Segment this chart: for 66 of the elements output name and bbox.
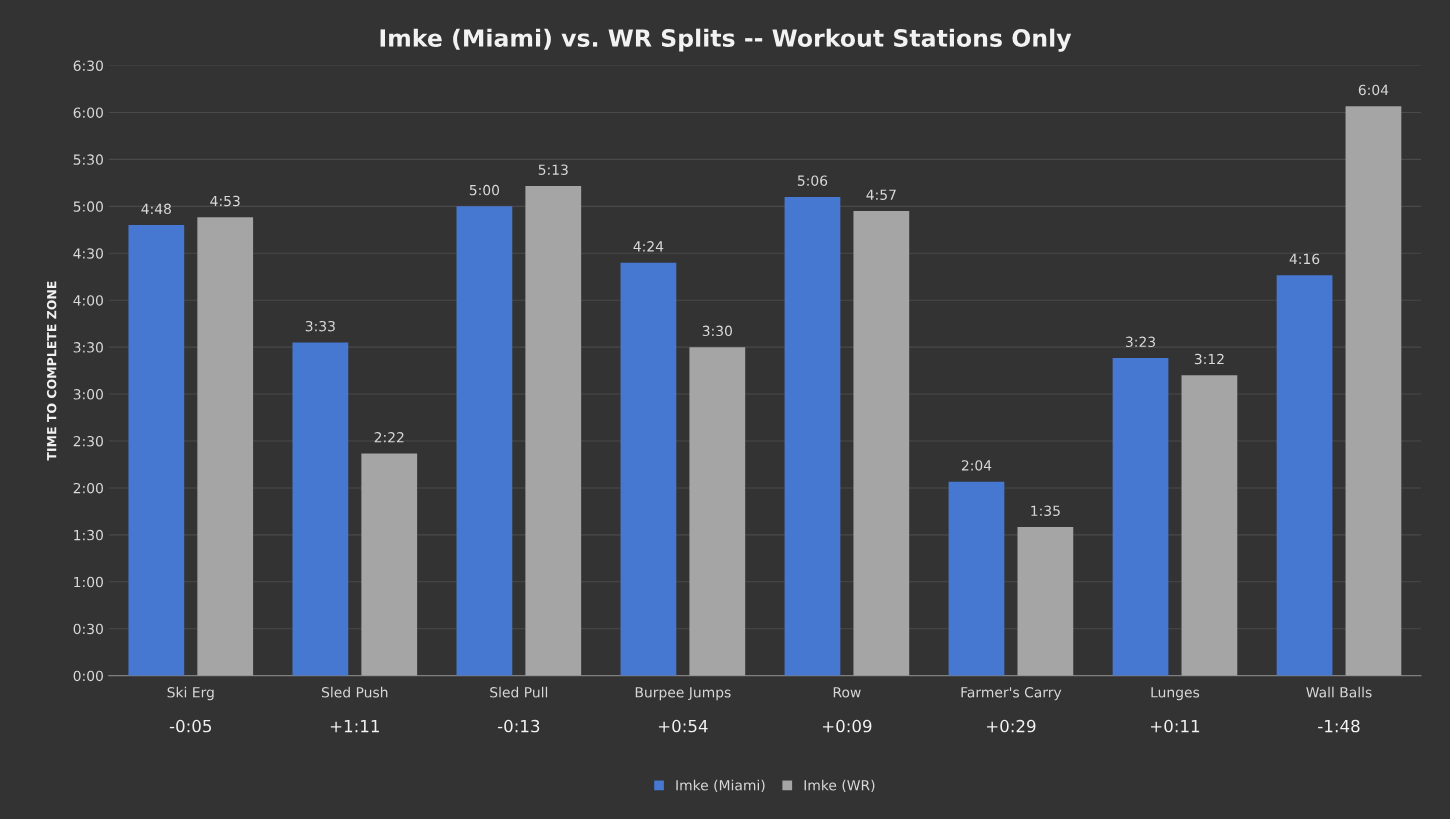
text: +0:29: [986, 719, 1036, 733]
bar: [1181, 375, 1238, 676]
data-label: 4:57: [866, 189, 896, 200]
legend-label: Imke (Miami): [676, 779, 765, 793]
y-tick-label: 6:30: [73, 60, 103, 71]
bar: [128, 225, 185, 676]
x-tick-label: Wall Balls: [1306, 686, 1372, 698]
data-label: 2:04: [961, 460, 992, 471]
data-label: 4:24: [633, 241, 664, 252]
y-tick-label: 3:30: [73, 342, 103, 353]
data-label: 5:00: [469, 184, 500, 196]
y-tick-label: 1:30: [74, 529, 103, 541]
bar: [1112, 358, 1169, 676]
bar: [525, 185, 582, 676]
data-label: 3:12: [1194, 353, 1224, 365]
y-tick-label: 4:30: [73, 248, 103, 259]
bar: [948, 481, 1005, 676]
bar: [1017, 527, 1074, 676]
chart-title: Imke (Miami) vs. WR Splits -- Workout Stations Only: [380, 28, 1072, 52]
text: +0:09: [822, 719, 872, 733]
y-tick-label: 0:00: [73, 670, 103, 682]
text: +1:11: [330, 719, 379, 733]
text: +0:54: [658, 719, 708, 733]
bar: [292, 342, 349, 676]
bar: [689, 347, 746, 676]
bar: [853, 211, 910, 676]
text: -0:05: [169, 719, 212, 733]
bar: [197, 217, 254, 676]
data-label: 5:13: [538, 164, 568, 175]
x-tick-label: Sled Push: [322, 686, 388, 698]
bar: [1345, 106, 1402, 676]
x-tick-label: Lunges: [1151, 687, 1200, 701]
y-tick-label: 2:00: [73, 482, 103, 494]
bar: [361, 453, 418, 676]
data-label: 2:22: [374, 431, 404, 443]
x-tick-label: Row: [833, 687, 861, 698]
data-label: 1:35: [1031, 505, 1060, 517]
bar: [456, 206, 513, 676]
x-tick-label: Farmer's Carry: [961, 687, 1062, 701]
data-label: 4:16: [1289, 253, 1320, 265]
data-label: 4:48: [141, 203, 171, 215]
x-tick-label: Ski Erg: [167, 686, 214, 701]
y-tick-label: 4:00: [73, 295, 103, 306]
y-tick-label: 6:00: [73, 107, 103, 118]
y-tick-label: 5:00: [73, 201, 103, 212]
data-label: 3:30: [702, 325, 732, 337]
text: -1:48: [1318, 719, 1360, 733]
data-label: 5:06: [797, 175, 828, 186]
bar: [1276, 275, 1333, 676]
data-label: 4:53: [210, 195, 240, 207]
x-tick-label: Burpee Jumps: [635, 687, 731, 701]
bar: [784, 196, 841, 676]
y-tick-label: 2:30: [73, 435, 103, 447]
y-tick-label: 5:30: [73, 154, 103, 165]
data-label: 6:04: [1358, 84, 1389, 96]
y-tick-label: 0:30: [73, 623, 103, 635]
y-tick-label: 1:00: [74, 576, 103, 588]
text: +0:11: [1151, 719, 1200, 733]
legend-label: Imke (WR): [804, 779, 875, 793]
y-tick-label: 3:00: [73, 389, 103, 400]
data-label: 3:23: [1125, 336, 1155, 348]
data-label: 3:33: [305, 320, 335, 332]
y-axis-title: TIME TO COMPLETE ZONE: [46, 281, 57, 461]
bar: [620, 262, 677, 676]
x-tick-label: Sled Pull: [490, 686, 548, 698]
text: -0:13: [497, 719, 540, 733]
